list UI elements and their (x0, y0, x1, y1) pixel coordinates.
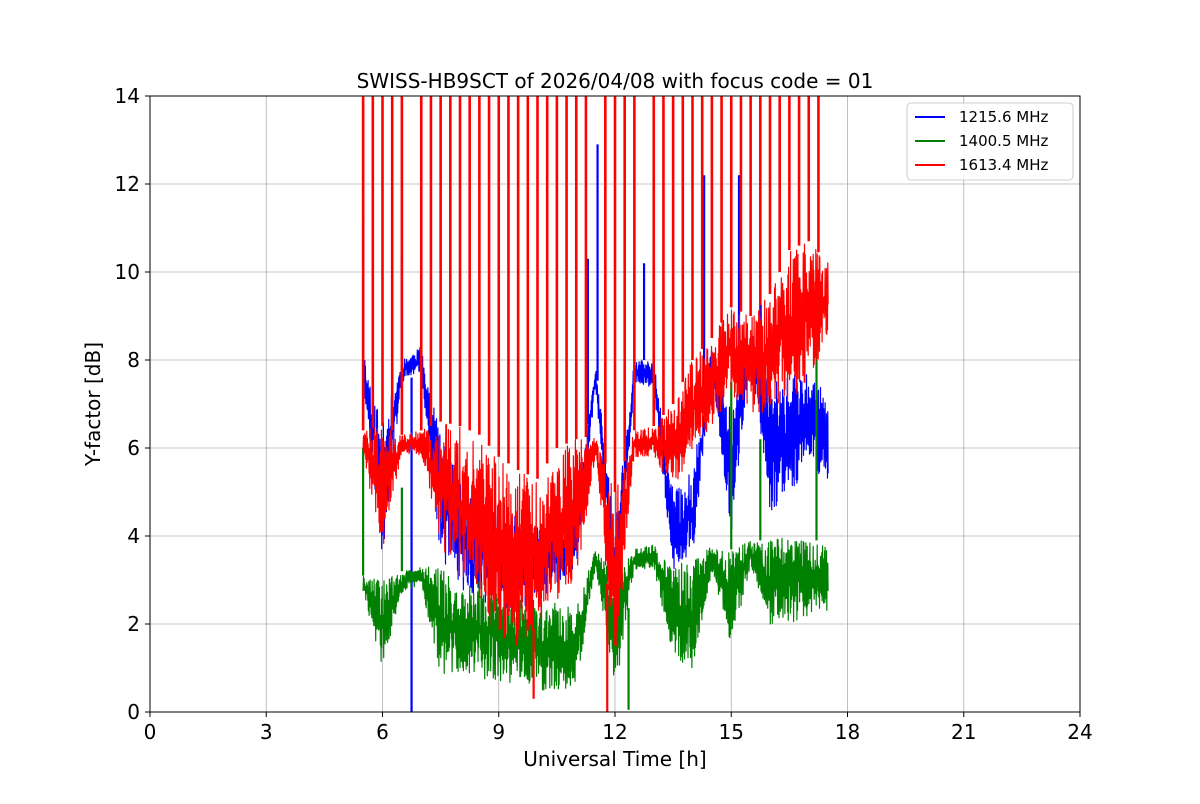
x-tick-label-18: 18 (835, 720, 860, 744)
y-tick-label-0: 0 (127, 700, 140, 724)
series-layer (361, 96, 829, 712)
legend-label-1613: 1613.4 MHz (959, 156, 1048, 174)
x-tick-label-6: 6 (376, 720, 389, 744)
legend: 1215.6 MHz 1400.5 MHz 1613.4 MHz (906, 102, 1074, 181)
y-tick-label-6: 6 (127, 436, 140, 460)
series-trace-2 (362, 243, 829, 647)
x-tick-label-9: 9 (492, 720, 505, 744)
x-tick-label-12: 12 (602, 720, 627, 744)
x-tick-label-0: 0 (144, 720, 157, 744)
y-axis-label: Y-factor [dB] (81, 342, 105, 467)
y-tick-label-8: 8 (127, 348, 140, 372)
y-tick-label-10: 10 (115, 260, 140, 284)
legend-box (906, 102, 1074, 181)
y-tick-label-2: 2 (127, 612, 140, 636)
y-tick-label-4: 4 (127, 524, 140, 548)
x-tick-label-15: 15 (719, 720, 744, 744)
y-tick-label-12: 12 (115, 172, 140, 196)
x-tick-label-24: 24 (1067, 720, 1092, 744)
x-tick-label-3: 3 (260, 720, 273, 744)
legend-label-1215: 1215.6 MHz (959, 108, 1048, 126)
chart-title: SWISS-HB9SCT of 2026/04/08 with focus co… (357, 69, 874, 93)
series-trace-1 (362, 537, 829, 691)
y-tick-label-14: 14 (115, 84, 140, 108)
x-axis-label: Universal Time [h] (523, 747, 706, 771)
legend-label-1400: 1400.5 MHz (959, 132, 1048, 150)
x-tick-label-21: 21 (951, 720, 976, 744)
